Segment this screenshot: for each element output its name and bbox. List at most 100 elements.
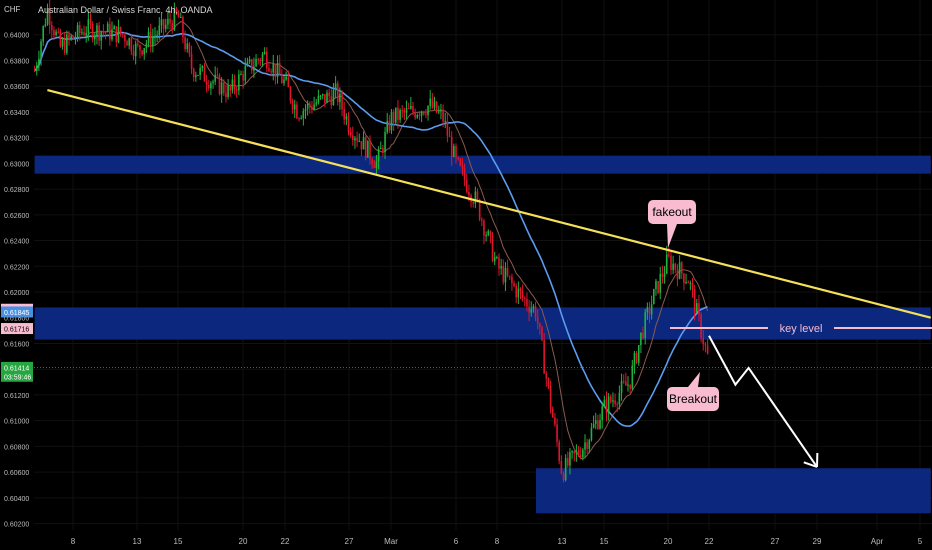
candle-body <box>689 283 692 285</box>
candle-body <box>192 68 195 78</box>
candle-body <box>48 8 51 26</box>
candle-body <box>76 25 79 38</box>
time-tick-label: 22 <box>705 537 714 546</box>
candlesticks <box>33 0 709 483</box>
price-tick-label: 0.60800 <box>4 444 29 451</box>
candle-body <box>160 19 163 26</box>
price-tick-label: 0.62600 <box>4 213 29 220</box>
candle-body <box>672 263 674 270</box>
time-axis[interactable]: 8 13 15 20 22 27 Mar 6 8 13 15 20 22 27 29 Apr 5 <box>0 530 932 550</box>
fakeout-annotation: fakeout <box>648 200 696 248</box>
candle-body <box>407 108 410 110</box>
candle-body <box>536 317 539 323</box>
candle-body <box>81 32 83 34</box>
candle-body <box>459 158 462 166</box>
candle-body <box>283 79 285 84</box>
candle-body <box>94 35 96 40</box>
candle-body <box>586 442 588 449</box>
candle-body <box>33 70 36 72</box>
candle-body <box>691 283 694 290</box>
price-tick-label: 0.63400 <box>4 110 29 117</box>
candle-body <box>270 71 272 73</box>
candle-body <box>659 273 662 293</box>
candle-body <box>141 50 143 55</box>
candle-body <box>296 104 298 119</box>
candle-body <box>491 235 494 262</box>
price-tick-label: 0.63200 <box>4 136 29 143</box>
candle-body <box>614 400 616 405</box>
projection-arrow <box>708 335 818 468</box>
time-tick-label: 29 <box>813 537 822 546</box>
candle-body <box>70 36 72 39</box>
candle-body <box>171 23 173 30</box>
candle-body <box>139 45 141 51</box>
candle-body <box>476 191 479 200</box>
annotations: fakeout Breakout <box>648 200 719 411</box>
candle-body <box>655 281 657 290</box>
candle-body <box>569 452 571 466</box>
lower-zone <box>536 468 931 514</box>
candle-body <box>304 108 307 111</box>
candle-body <box>214 74 216 82</box>
annotation-pointer <box>667 224 677 248</box>
candle-body <box>678 262 681 279</box>
candle-body <box>637 345 640 363</box>
candle-body <box>201 66 204 68</box>
candle-body <box>429 98 431 106</box>
candle-body <box>278 62 281 75</box>
candle-body <box>347 116 350 132</box>
candle-body <box>287 76 290 88</box>
candle-body <box>515 285 517 298</box>
candle-body <box>420 111 423 116</box>
candle-body <box>306 103 309 109</box>
candle-body <box>156 34 158 36</box>
candle-body <box>616 404 619 406</box>
time-tick-label: 27 <box>345 537 354 546</box>
price-label-text: 0.61414 <box>4 365 29 372</box>
candle-body <box>571 451 573 453</box>
support-resistance-zones <box>34 155 931 514</box>
price-tick-label: 0.61200 <box>4 393 29 400</box>
candle-body <box>152 36 154 47</box>
candle-body <box>422 111 425 115</box>
candle-body <box>706 345 709 354</box>
candle-body <box>435 101 438 113</box>
price-axis[interactable]: 0.64000 0.63800 0.63600 0.63400 0.63200 0.630… <box>0 0 34 550</box>
candle-body <box>448 135 451 137</box>
candle-body <box>474 191 477 204</box>
candle-body <box>551 408 554 418</box>
candle-body <box>457 157 459 159</box>
candle-body <box>554 417 556 425</box>
candle-body <box>442 110 444 122</box>
candle-body <box>367 140 369 158</box>
candle-body <box>137 43 139 46</box>
candle-body <box>472 201 474 204</box>
candle-body <box>564 458 567 481</box>
candle-body <box>414 111 416 118</box>
candle-body <box>126 41 128 46</box>
candle-body <box>59 31 62 47</box>
candle-body <box>321 94 324 96</box>
candle-body <box>231 79 234 91</box>
candle-body <box>244 65 247 81</box>
time-tick-label: Apr <box>871 537 884 546</box>
candle-body <box>352 135 354 141</box>
candle-body <box>487 231 490 236</box>
candle-body <box>590 427 593 440</box>
candle-body <box>425 114 427 116</box>
candle-body <box>343 109 345 120</box>
price-tick-label: 0.61800 <box>4 316 29 323</box>
candle-body <box>324 94 326 103</box>
candle-body <box>339 93 341 103</box>
candle-body <box>349 131 352 136</box>
candle-body <box>106 23 109 33</box>
candle-body <box>375 161 378 169</box>
candle-body <box>261 53 264 62</box>
candle-body <box>657 281 659 293</box>
candle-body <box>582 449 584 458</box>
candle-body <box>500 265 502 269</box>
candle-body <box>545 373 548 379</box>
candle-body <box>51 25 53 31</box>
time-tick-label: 8 <box>495 537 500 546</box>
